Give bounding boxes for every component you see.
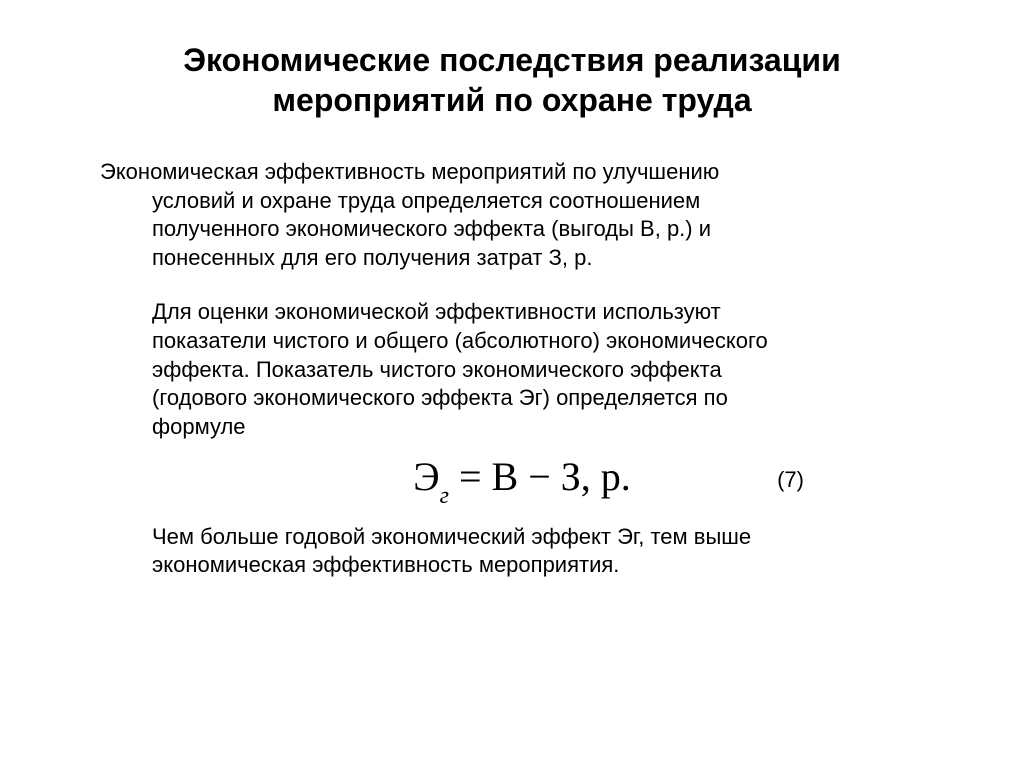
formula-lhs-subscript: г xyxy=(440,483,449,509)
paragraph-2-line-1: Для оценки экономической эффективности и… xyxy=(100,298,944,327)
slide-title: Экономические последствия реализации мер… xyxy=(80,40,944,120)
formula-rhs: = В − З, р. xyxy=(449,454,631,499)
paragraph-1-line-2: условий и охране труда определяется соот… xyxy=(100,187,944,216)
formula-row: Эг = В − З, р. (7) xyxy=(100,451,944,508)
paragraph-3-line-2: экономическая эффективность мероприятия. xyxy=(100,551,944,580)
formula-lhs-symbol: Э xyxy=(413,454,439,499)
paragraph-3-line-1: Чем больше годовой экономический эффект … xyxy=(100,523,944,552)
paragraph-1-line-4: понесенных для его получения затрат З, р… xyxy=(100,244,944,273)
paragraph-2-line-3: эффекта. Показатель чистого экономическо… xyxy=(100,356,944,385)
body-text: Экономическая эффективность мероприятий … xyxy=(80,158,944,580)
paragraph-2-line-2: показатели чистого и общего (абсолютного… xyxy=(100,327,944,356)
paragraph-1-line-3: полученного экономического эффекта (выго… xyxy=(100,215,944,244)
equation-number: (7) xyxy=(777,466,804,495)
paragraph-2-line-4: (годового экономического эффекта Эг) опр… xyxy=(100,384,944,413)
formula: Эг = В − З, р. xyxy=(413,451,631,508)
paragraph-1-line-1: Экономическая эффективность мероприятий … xyxy=(100,158,944,187)
paragraph-2-line-5: формуле xyxy=(100,413,944,442)
